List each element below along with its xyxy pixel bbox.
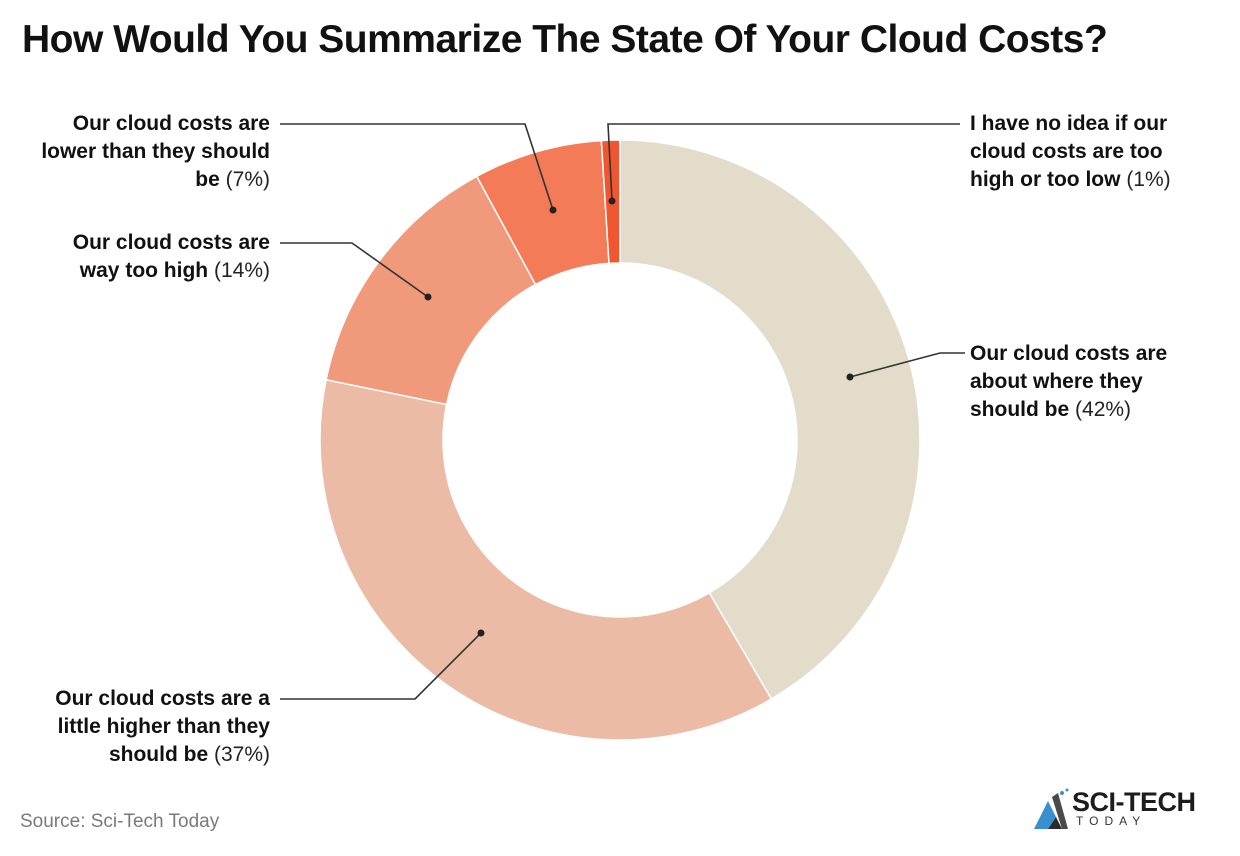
leader-dot-7 (549, 206, 557, 214)
leader-line-42 (849, 352, 965, 378)
label-little-higher: Our cloud costs are a little higher than… (55, 687, 270, 766)
leader-dot-14 (424, 293, 432, 301)
donut-slice-14 (325, 175, 537, 406)
leader-lines (280, 123, 965, 700)
label-way-too-high: Our cloud costs are way too high (14%) (72, 231, 270, 282)
leader-dot-42 (846, 373, 854, 381)
label-lower: Our cloud costs are lower than they shou… (41, 112, 270, 191)
donut-slice-37 (319, 378, 773, 741)
leader-dot-37 (477, 629, 485, 637)
leader-line-1 (607, 123, 960, 202)
leader-line-37 (280, 632, 482, 700)
leader-line-7 (280, 123, 554, 211)
label-no-idea: I have no idea if our cloud costs are to… (970, 112, 1171, 191)
label-about-where: Our cloud costs are about where they sho… (970, 342, 1168, 421)
donut-slices (319, 139, 921, 741)
logo-mark-icon (1034, 788, 1069, 829)
source-note: Source: Sci-Tech Today (20, 811, 220, 832)
donut-slice-42 (619, 139, 921, 701)
leader-line-14 (280, 242, 429, 298)
leader-dot-1 (608, 197, 616, 205)
sci-tech-today-logo: SCI-TECH TODAY (1032, 787, 1222, 832)
logo-sub-text: TODAY (1076, 814, 1147, 828)
logo-main-text: SCI-TECH (1072, 787, 1196, 817)
chart-title: How Would You Summarize The State Of You… (22, 18, 1108, 61)
